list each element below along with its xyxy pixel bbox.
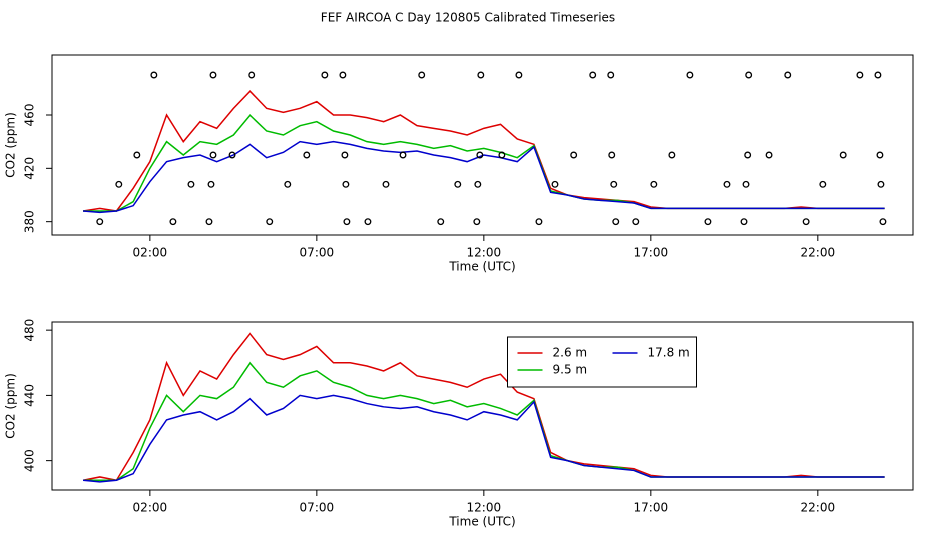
flag-marker [399,151,407,159]
flag-marker [96,218,104,226]
legend-box [507,336,697,388]
flag-marker [321,71,329,79]
plot-frame [51,54,914,236]
flag-marker [343,218,351,226]
flag-marker [877,180,885,188]
flag-marker [650,180,658,188]
flag-marker [745,71,753,79]
flag-marker [205,218,213,226]
flag-marker [515,71,523,79]
flag-marker [474,180,482,188]
flag-marker [610,180,618,188]
x-axis-label: Time (UTC) [448,260,515,274]
flag-marker [874,71,882,79]
flag-marker [765,151,773,159]
flag-marker [740,218,748,226]
flag-marker [570,151,578,159]
flag-marker [169,218,177,226]
y-axis-label: CO2 (ppm) [4,373,18,439]
flag-marker [498,151,506,159]
flag-marker [437,218,445,226]
flag-marker [879,218,887,226]
legend-label: 17.8 m [648,346,690,360]
flag-marker [284,180,292,188]
flag-marker [608,151,616,159]
flag-marker [228,151,236,159]
legend-label: 9.5 m [553,363,588,377]
flag-marker [742,180,750,188]
x-tick-label: 22:00 [801,246,836,260]
x-axis-label: Time (UTC) [448,515,515,529]
y-tick-label: 400 [23,449,37,472]
flag-marker [632,218,640,226]
flag-marker [248,71,256,79]
flag-marker [473,218,481,226]
flag-marker [589,71,597,79]
series-line [82,394,885,483]
flag-marker [744,151,752,159]
x-tick-label: 17:00 [634,501,669,515]
flag-marker [839,151,847,159]
flag-marker [187,180,195,188]
flag-marker [819,180,827,188]
flag-marker [115,180,123,188]
series-line [83,113,885,212]
plot-frame [51,321,914,491]
flag-marker [723,180,731,188]
flag-marker [686,71,694,79]
series-line [83,361,885,481]
legend-label: 2.6 m [553,346,588,360]
flag-marker [418,71,426,79]
chart-title: FEF AIRCOA C Day 120805 Calibrated Times… [321,11,615,25]
flag-marker [477,71,485,79]
flag-marker [150,71,158,79]
flag-marker [802,218,810,226]
flag-marker [209,151,217,159]
flag-marker [207,180,215,188]
flag-marker [607,71,615,79]
flag-marker [209,71,217,79]
x-tick-label: 22:00 [801,501,836,515]
flag-marker [535,218,543,226]
flag-marker [668,151,676,159]
flag-marker [704,218,712,226]
series-line [82,89,885,212]
flag-marker [476,151,484,159]
series-line [82,332,885,482]
x-tick-label: 12:00 [467,246,502,260]
x-tick-label: 12:00 [467,501,502,515]
y-tick-label: 440 [23,384,37,407]
flag-marker [339,71,347,79]
y-tick-label: 420 [23,157,37,180]
flag-marker [876,151,884,159]
x-tick-label: 02:00 [133,501,168,515]
y-tick-label: 460 [23,104,37,127]
flag-marker [856,71,864,79]
flag-marker [454,180,462,188]
y-tick-label: 380 [23,210,37,233]
y-axis-label: CO2 (ppm) [4,112,18,178]
y-tick-label: 480 [23,319,37,342]
flag-marker [784,71,792,79]
x-tick-label: 17:00 [634,246,669,260]
flag-marker [382,180,390,188]
series-line [83,140,885,214]
flag-marker [133,151,141,159]
flag-marker [341,151,349,159]
x-tick-label: 07:00 [300,501,335,515]
flag-marker [266,218,274,226]
x-tick-label: 02:00 [133,246,168,260]
flag-marker [551,180,559,188]
x-tick-label: 07:00 [300,246,335,260]
flag-marker [303,151,311,159]
flag-marker [342,180,350,188]
flag-marker [612,218,620,226]
flag-marker [364,218,372,226]
